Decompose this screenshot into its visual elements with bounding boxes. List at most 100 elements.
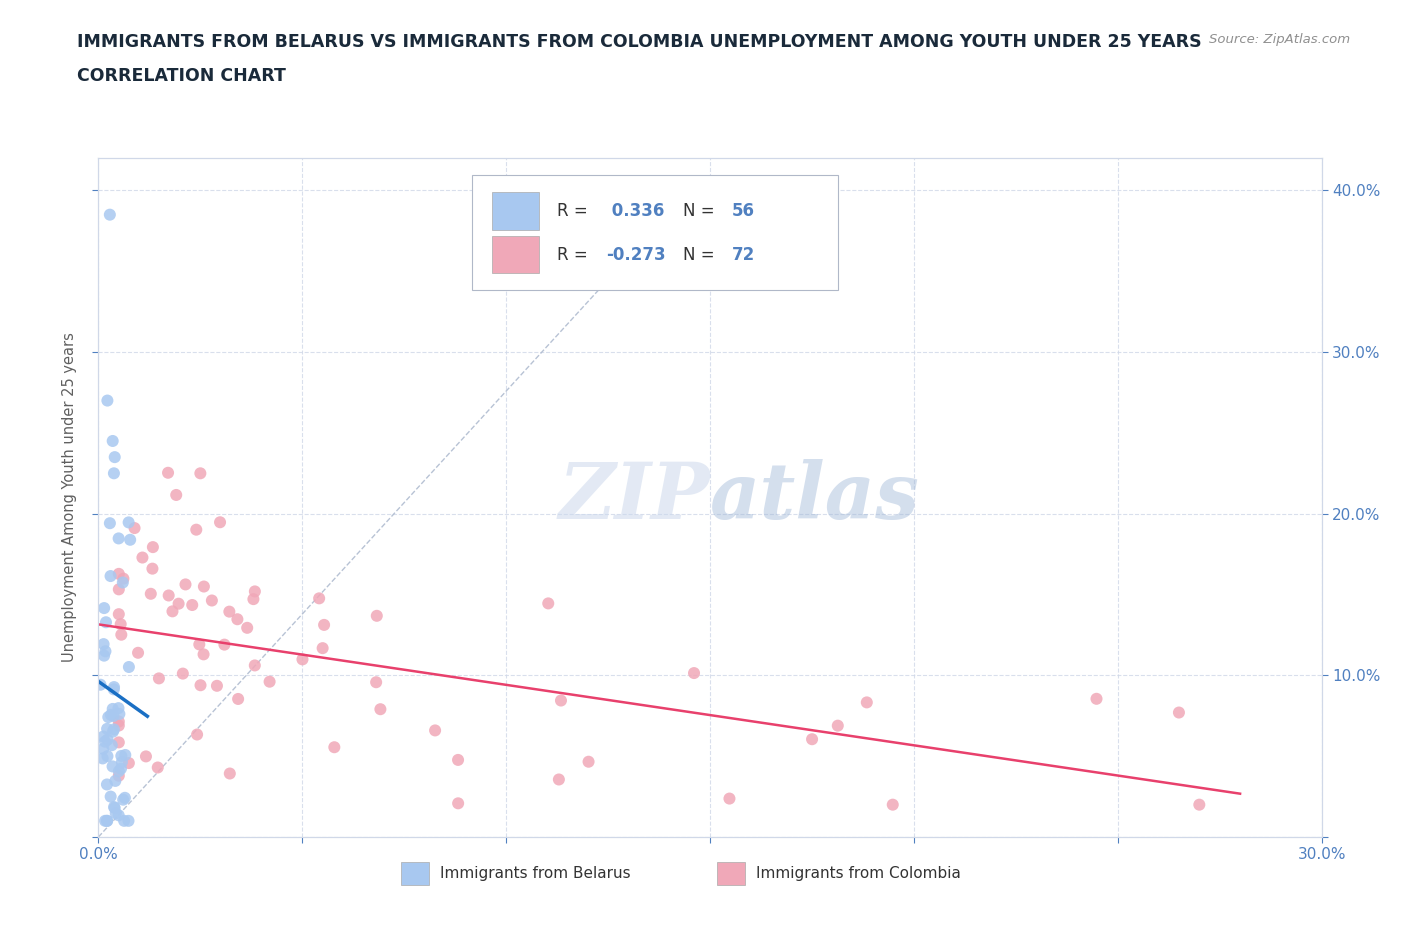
- Point: [91, 751, 114, 766]
- Text: 56: 56: [733, 202, 755, 220]
- FancyBboxPatch shape: [717, 862, 745, 885]
- Point: [111, 575, 134, 590]
- Point: [193, 579, 215, 594]
- Point: [117, 515, 139, 530]
- Point: [311, 641, 333, 656]
- Point: [103, 680, 125, 695]
- Point: [107, 531, 129, 546]
- Point: [146, 760, 169, 775]
- Point: [108, 714, 131, 729]
- Point: [120, 532, 142, 547]
- Point: [205, 678, 228, 693]
- Point: [108, 707, 131, 722]
- Point: [186, 727, 208, 742]
- Point: [131, 551, 153, 565]
- Point: [103, 709, 125, 724]
- Point: [114, 748, 136, 763]
- Point: [1085, 691, 1108, 706]
- Point: [124, 521, 146, 536]
- Point: [856, 695, 879, 710]
- FancyBboxPatch shape: [492, 236, 538, 273]
- Point: [101, 759, 124, 774]
- Point: [547, 772, 569, 787]
- Text: R =: R =: [557, 246, 593, 263]
- Point: [94, 644, 117, 658]
- Point: [882, 797, 904, 812]
- Point: [172, 666, 194, 681]
- Point: [370, 702, 392, 717]
- Point: [100, 790, 122, 804]
- Point: [1167, 705, 1189, 720]
- Point: [118, 755, 141, 770]
- Point: [190, 678, 212, 693]
- Point: [447, 752, 470, 767]
- Point: [108, 735, 131, 750]
- Point: [93, 601, 115, 616]
- Point: [165, 487, 187, 502]
- Point: [683, 666, 706, 681]
- Text: atlas: atlas: [710, 459, 920, 536]
- Point: [104, 774, 127, 789]
- Point: [112, 571, 135, 586]
- Point: [111, 755, 134, 770]
- Point: [1188, 797, 1211, 812]
- Point: [578, 754, 600, 769]
- Point: [209, 515, 232, 530]
- Point: [98, 516, 121, 531]
- Point: [97, 710, 120, 724]
- Point: [96, 777, 118, 792]
- Point: [93, 648, 115, 663]
- Point: [323, 739, 346, 754]
- Point: [157, 588, 180, 603]
- Point: [96, 732, 118, 747]
- Point: [96, 722, 118, 737]
- Text: N =: N =: [683, 246, 720, 263]
- FancyBboxPatch shape: [401, 862, 429, 885]
- Point: [827, 718, 849, 733]
- Point: [110, 762, 132, 777]
- Point: [186, 523, 208, 538]
- Text: 0.336: 0.336: [606, 202, 665, 220]
- Point: [291, 652, 314, 667]
- Point: [110, 627, 132, 642]
- Point: [94, 615, 117, 630]
- Point: [108, 768, 131, 783]
- Point: [537, 596, 560, 611]
- Point: [98, 207, 121, 222]
- Point: [226, 612, 249, 627]
- Point: [96, 749, 118, 764]
- Point: [94, 814, 117, 829]
- Y-axis label: Unemployment Among Youth under 25 years: Unemployment Among Youth under 25 years: [62, 333, 77, 662]
- Point: [96, 814, 118, 829]
- Point: [96, 814, 118, 829]
- Point: [218, 604, 240, 619]
- Point: [112, 792, 135, 807]
- Point: [167, 596, 190, 611]
- Point: [104, 805, 127, 820]
- Point: [157, 465, 180, 480]
- Text: Immigrants from Belarus: Immigrants from Belarus: [440, 866, 631, 882]
- Point: [100, 568, 122, 583]
- Point: [103, 682, 125, 697]
- Point: [89, 677, 111, 692]
- Point: [100, 737, 122, 752]
- Point: [139, 586, 162, 601]
- Point: [108, 606, 131, 621]
- Point: [174, 577, 197, 591]
- Point: [101, 433, 124, 448]
- Point: [214, 637, 236, 652]
- Point: [148, 671, 170, 685]
- Point: [243, 658, 266, 673]
- Point: [107, 808, 129, 823]
- Point: [101, 724, 124, 739]
- Point: [104, 450, 127, 465]
- Point: [550, 693, 572, 708]
- Point: [110, 749, 132, 764]
- Point: [91, 741, 114, 756]
- FancyBboxPatch shape: [471, 175, 838, 290]
- Point: [118, 659, 141, 674]
- Point: [242, 591, 264, 606]
- Point: [366, 675, 388, 690]
- Point: [96, 393, 118, 408]
- Point: [104, 801, 127, 816]
